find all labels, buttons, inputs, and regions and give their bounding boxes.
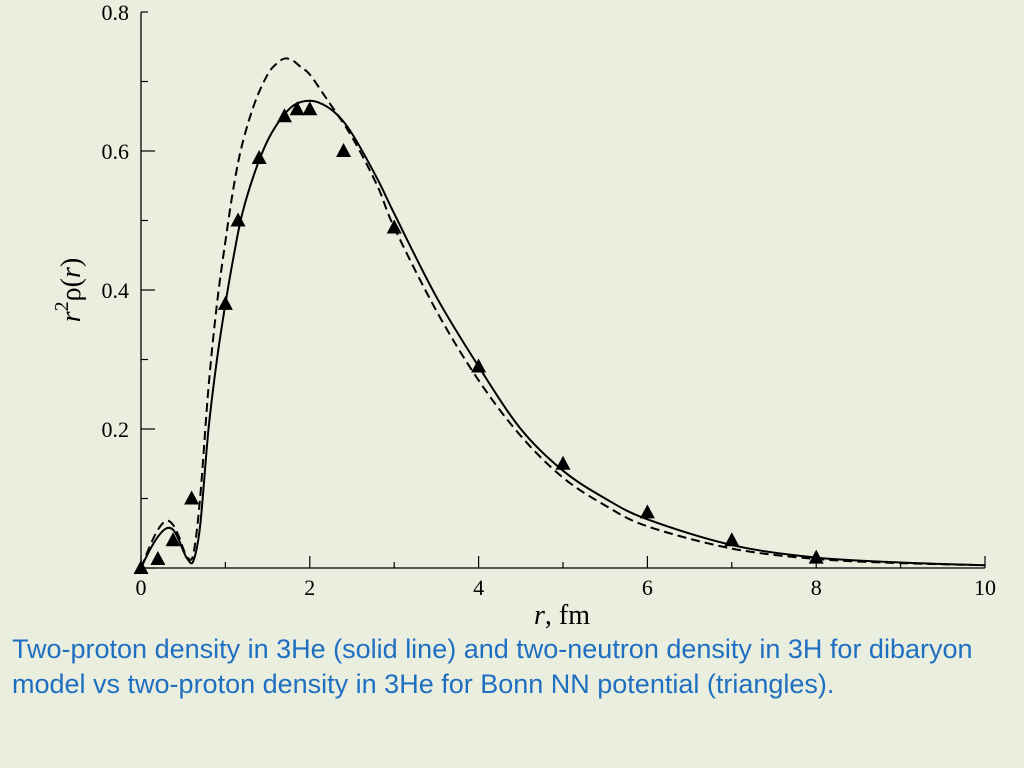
triangle-marker xyxy=(230,212,246,227)
y-axis-label: r2ρ(r) xyxy=(51,258,87,322)
triangle-marker xyxy=(724,532,740,547)
triangle-marker xyxy=(808,549,824,564)
y-tick-label: 0.2 xyxy=(102,417,130,442)
triangle-marker xyxy=(276,108,292,123)
y-ticks: 0.2 0.4 0.6 0.8 xyxy=(102,0,155,569)
triangle-marker xyxy=(639,504,655,519)
triangle-marker xyxy=(555,455,571,470)
y-tick-label: 0.8 xyxy=(102,0,130,25)
y-axis-label-rho: ρ( xyxy=(56,278,87,301)
markers-layer xyxy=(133,101,824,574)
x-axis-label-unit: , fm xyxy=(545,600,590,630)
x-axis-label: r, fm xyxy=(534,600,590,630)
y-axis-label-r2: r xyxy=(56,267,87,278)
solid-series-line xyxy=(140,99,986,569)
triangle-marker xyxy=(336,143,352,157)
x-tick-label: 8 xyxy=(811,575,822,600)
triangle-marker xyxy=(165,532,181,547)
y-tick-label: 0.4 xyxy=(102,278,130,303)
triangle-marker xyxy=(471,358,487,373)
y-axis-label-close: ) xyxy=(56,258,87,267)
figure-caption: Two-proton density in 3He (solid line) a… xyxy=(12,634,973,699)
chart: 0 2 4 6 8 10 0.20.40.60.8 r, fm r2ρ(r) xyxy=(51,0,996,630)
y-axis-label-sup: 2 xyxy=(51,301,73,311)
x-tick-label: 4 xyxy=(473,575,484,600)
x-ticks: 0 2 4 6 8 10 xyxy=(136,556,996,600)
triangle-marker xyxy=(251,149,267,164)
triangle-marker xyxy=(289,101,305,116)
triangle-marker xyxy=(386,219,402,234)
triangle-marker xyxy=(302,101,318,116)
x-tick-label: 10 xyxy=(974,575,996,600)
triangle-marker xyxy=(150,550,166,565)
x-tick-label: 2 xyxy=(304,575,315,600)
dashed-series-line xyxy=(140,57,986,569)
x-tick-label: 0 xyxy=(136,575,147,600)
y-tick-label: 0.6 xyxy=(102,139,130,164)
series-layer xyxy=(140,57,986,569)
axes xyxy=(140,12,985,569)
y-axis-label-r: r xyxy=(56,311,87,322)
triangle-marker xyxy=(133,560,149,574)
x-tick-label: 6 xyxy=(642,575,653,600)
triangle-marker xyxy=(184,490,200,505)
triangle-marker xyxy=(217,295,233,310)
x-axis-label-var: r xyxy=(534,600,545,630)
